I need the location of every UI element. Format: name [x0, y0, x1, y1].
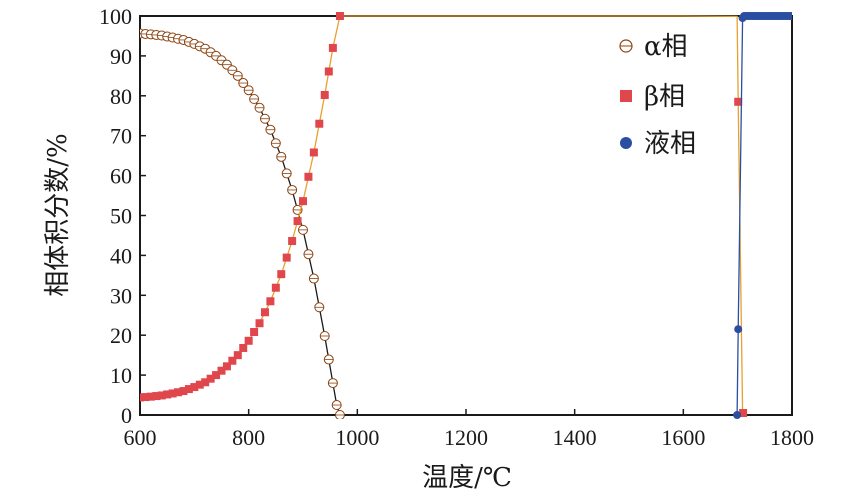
data-point [233, 351, 242, 360]
data-point [255, 319, 264, 328]
data-point [141, 393, 150, 402]
x-tick-label: 1000 [335, 425, 379, 450]
legend-label: 液相 [644, 129, 696, 159]
data-point [212, 371, 221, 380]
y-tick-label: 40 [110, 243, 132, 268]
data-point [324, 67, 333, 76]
y-tick-label: 20 [110, 323, 132, 348]
y-tick-label: 50 [110, 204, 132, 229]
data-point [734, 97, 743, 106]
y-tick-label: 30 [110, 283, 132, 308]
data-point [335, 12, 344, 20]
data-point [168, 389, 177, 398]
series-line [140, 15, 745, 416]
data-point [222, 362, 231, 371]
data-point [206, 374, 215, 383]
data-point [174, 388, 183, 397]
x-tick-label: 1400 [553, 425, 597, 450]
series-2 [140, 12, 748, 418]
data-point [184, 385, 193, 394]
y-axis-title: 相体积分数/% [43, 133, 73, 296]
x-tick-label: 1200 [444, 425, 488, 450]
data-point [260, 308, 269, 317]
data-point [152, 392, 161, 401]
data-point [228, 356, 237, 365]
x-tick-label: 1800 [770, 425, 814, 450]
legend-label: β相 [644, 82, 685, 112]
data-point [282, 253, 291, 262]
y-tick-label: 10 [110, 363, 132, 388]
y-tick-label: 100 [99, 4, 132, 29]
legend-marker [620, 90, 632, 102]
data-point [733, 411, 742, 419]
data-point [734, 325, 743, 334]
data-point [239, 343, 248, 352]
data-point [315, 119, 324, 128]
legend-marker [620, 137, 632, 149]
data-point [271, 283, 280, 292]
data-point [328, 43, 337, 52]
x-tick-label: 800 [232, 425, 265, 450]
y-tick-label: 80 [110, 84, 132, 109]
data-point [299, 197, 307, 206]
data-point [217, 366, 226, 375]
data-point [266, 297, 275, 306]
data-point [309, 148, 318, 157]
y-tick-label: 70 [110, 124, 132, 149]
x-axis-title: 温度/℃ [422, 463, 512, 493]
axis-ticks: 600 800 1000 1200 1400 1600 1800 0 10 20 30 40 50 60 7… [99, 4, 814, 450]
data-point [250, 328, 259, 337]
x-tick-label: 600 [124, 425, 157, 450]
data-point [293, 217, 302, 226]
data-point [195, 380, 204, 389]
data-point [157, 391, 166, 400]
y-tick-label: 90 [110, 44, 132, 69]
series-line [736, 15, 792, 416]
data-point [304, 172, 313, 181]
data-point [277, 270, 286, 279]
x-tick-label: 1600 [661, 425, 705, 450]
series-3 [733, 12, 792, 419]
data-point [190, 383, 199, 392]
data-point [288, 237, 297, 246]
data-point [146, 392, 155, 401]
series-1 [140, 28, 345, 419]
data-point [739, 409, 748, 418]
data-point [244, 336, 253, 345]
data-point [201, 378, 210, 387]
data-point [179, 387, 188, 396]
y-tick-label: 60 [110, 164, 132, 189]
y-tick-label: 0 [121, 403, 132, 428]
data-point [788, 12, 792, 20]
data-point [320, 91, 329, 100]
series-layer [140, 12, 792, 419]
data-point [163, 390, 172, 399]
legend-label: α相 [644, 32, 688, 62]
